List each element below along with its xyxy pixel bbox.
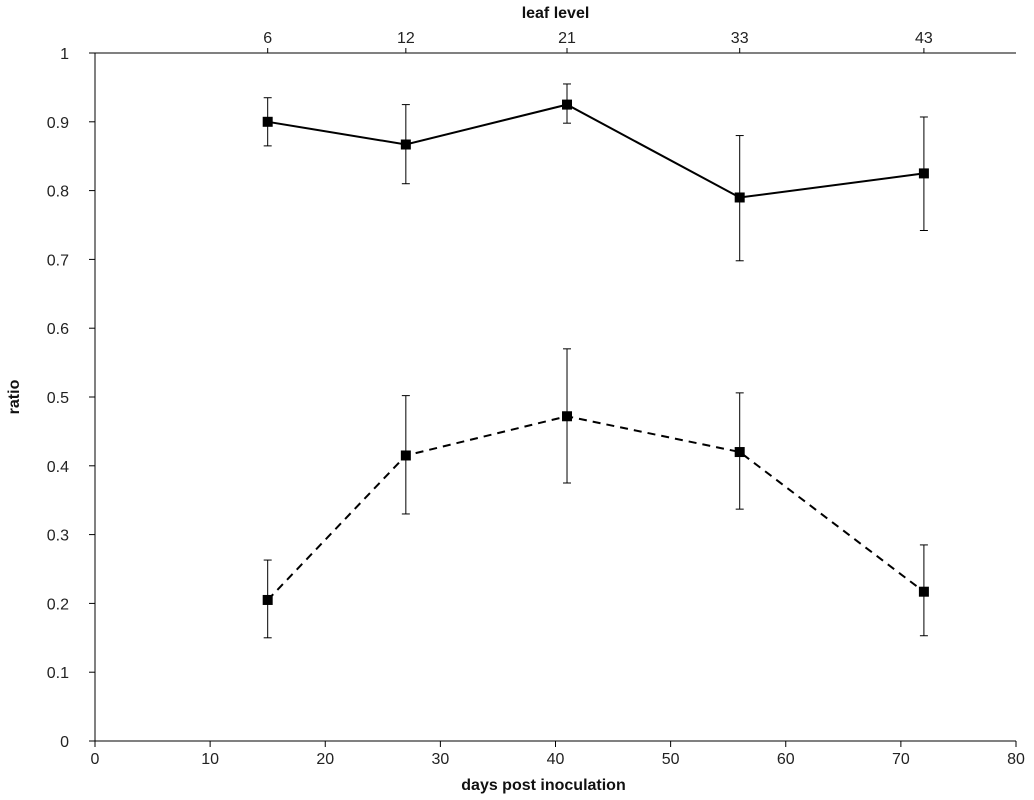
x-tick-label: 10 bbox=[201, 751, 219, 768]
y-tick-label: 0.2 bbox=[47, 596, 69, 613]
top-tick-label: 21 bbox=[558, 30, 576, 47]
top-tick-label: 33 bbox=[731, 30, 749, 47]
series-line bbox=[266, 415, 925, 601]
series-layer bbox=[262, 83, 929, 639]
x-tick-label: 40 bbox=[547, 751, 565, 768]
top-tick-label: 12 bbox=[397, 30, 415, 47]
y-tick-label: 0.9 bbox=[47, 115, 69, 132]
data-point bbox=[400, 450, 411, 461]
data-point bbox=[918, 586, 929, 597]
y-ticks: 0 0.1 0.2 0.3 0.4 0.5 0.6 0.7 0.8 0.9 1 bbox=[47, 46, 95, 751]
y-tick-label: 1 bbox=[60, 46, 69, 63]
y-axis-title: ratio bbox=[6, 379, 23, 414]
y-tick-label: 0.1 bbox=[47, 665, 69, 682]
series-2 bbox=[262, 348, 929, 639]
top-ticks: 6 12 21 33 43 bbox=[263, 30, 933, 53]
x-tick-label: 20 bbox=[316, 751, 334, 768]
x-tick-label: 70 bbox=[892, 751, 910, 768]
data-point bbox=[918, 168, 929, 179]
x-tick-label: 30 bbox=[431, 751, 449, 768]
x-tick-label: 60 bbox=[777, 751, 795, 768]
series-1 bbox=[262, 83, 929, 262]
top-tick-label: 43 bbox=[915, 30, 933, 47]
data-point bbox=[262, 116, 273, 127]
data-point bbox=[262, 594, 273, 605]
y-tick-label: 0.3 bbox=[47, 528, 69, 545]
y-tick-label: 0.8 bbox=[47, 184, 69, 201]
y-tick-label: 0.4 bbox=[47, 459, 69, 476]
y-tick-label: 0 bbox=[60, 734, 69, 751]
axes bbox=[94, 52, 1016, 742]
series-line bbox=[267, 103, 925, 199]
x-ticks: 0 10 20 30 40 50 60 70 80 bbox=[91, 741, 1025, 768]
top-tick-label: 6 bbox=[263, 30, 272, 47]
data-point bbox=[400, 139, 411, 150]
y-tick-label: 0.7 bbox=[47, 252, 69, 269]
top-axis-title: leaf level bbox=[522, 5, 590, 22]
y-tick-label: 0.6 bbox=[47, 321, 69, 338]
data-point bbox=[562, 411, 573, 422]
y-tick-label: 0.5 bbox=[47, 390, 69, 407]
x-tick-label: 80 bbox=[1007, 751, 1025, 768]
data-point bbox=[734, 192, 745, 203]
x-axis-title: days post inoculation bbox=[461, 777, 625, 794]
data-point bbox=[562, 99, 573, 110]
x-tick-label: 50 bbox=[662, 751, 680, 768]
data-point bbox=[734, 447, 745, 458]
x-tick-label: 0 bbox=[91, 751, 100, 768]
